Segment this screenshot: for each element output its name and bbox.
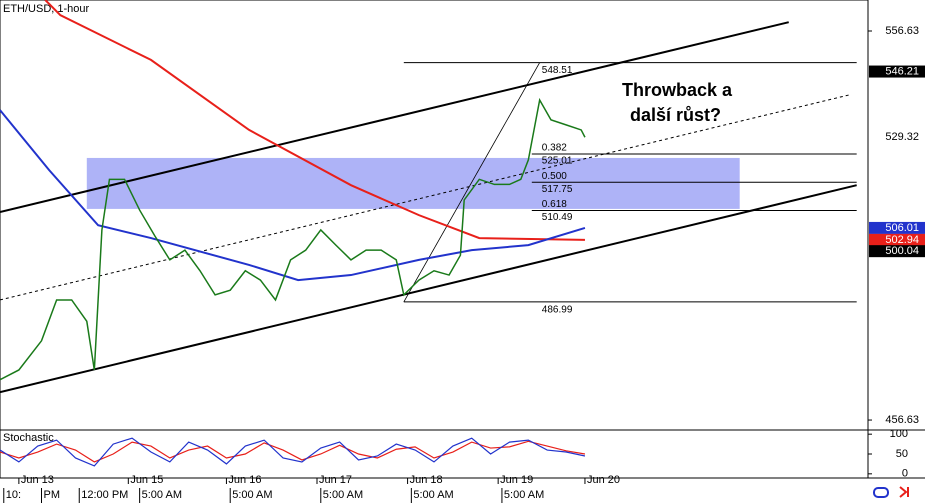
x-tick-label: Jun 15 (130, 474, 163, 486)
plot-area (0, 0, 857, 394)
y-tick-label: 50 (896, 448, 908, 460)
annotation: Throwback a (622, 80, 733, 100)
fib-swing (403, 62, 541, 303)
fib-price: 486.99 (542, 305, 573, 316)
stoch-line (0, 437, 586, 467)
fib-price: 548.51 (542, 65, 573, 76)
x-tick-label: PM (44, 489, 61, 501)
fib-ratio: 0.382 (542, 143, 567, 154)
price-line (0, 97, 586, 381)
fib-ratio: 0.618 (542, 199, 567, 210)
fib-ratio: 0.500 (542, 171, 567, 182)
moving-average (44, 0, 585, 241)
x-tick-label: 5:00 AM (504, 489, 544, 501)
price-label: 500.04 (885, 245, 919, 257)
price-label: 546.21 (885, 65, 919, 77)
channel-line (0, 184, 857, 394)
moving-average (0, 109, 586, 282)
price-label-box (869, 131, 925, 144)
y-tick-label: 456.63 (885, 414, 919, 426)
zone (86, 157, 740, 209)
fib-price: 510.49 (542, 212, 573, 223)
price-label: 506.01 (885, 222, 919, 234)
toolbar-icons[interactable] (873, 486, 909, 498)
x-tick-label: Jun 17 (319, 474, 352, 486)
frame (0, 0, 869, 479)
stoch-line (0, 440, 586, 463)
x-tick-label: 5:00 AM (413, 489, 453, 501)
price-label-box (869, 245, 925, 258)
annotation: další růst? (630, 105, 721, 125)
y-tick-label: 100 (890, 428, 908, 440)
x-tick-label: 10: (6, 489, 21, 501)
stoch-area (0, 437, 586, 467)
chart-title: ETH/USD, 1-hour (3, 3, 90, 15)
fib-price: 525.01 (542, 156, 573, 167)
y-tick-label: 0 (902, 468, 908, 480)
price-label: 502.94 (885, 234, 919, 246)
title-box (1, 1, 97, 17)
fib-price: 517.75 (542, 184, 573, 195)
x-tick-label: 5:00 AM (232, 489, 272, 501)
x-tick-label: Jun 20 (587, 474, 620, 486)
price-label-box (869, 221, 925, 234)
link-icon[interactable] (873, 487, 889, 498)
price-label-box (869, 233, 925, 246)
x-tick-label: 5:00 AM (142, 489, 182, 501)
price-label: 529.32 (885, 131, 919, 143)
channel-line (0, 21, 789, 213)
x-tick-label: Jun 19 (500, 474, 533, 486)
indicator-title: Stochastic (3, 432, 54, 444)
x-tick-label: Jun 13 (21, 474, 54, 486)
x-tick-label: 12:00 PM (81, 489, 128, 501)
x-tick-label: Jun 18 (410, 474, 443, 486)
scroll-icon[interactable] (899, 486, 909, 498)
channel-midline (0, 94, 850, 301)
y-tick-label: 556.63 (885, 25, 919, 37)
x-tick-label: Jun 16 (228, 474, 261, 486)
price-label-box (869, 65, 925, 78)
x-tick-label: 5:00 AM (323, 489, 363, 501)
